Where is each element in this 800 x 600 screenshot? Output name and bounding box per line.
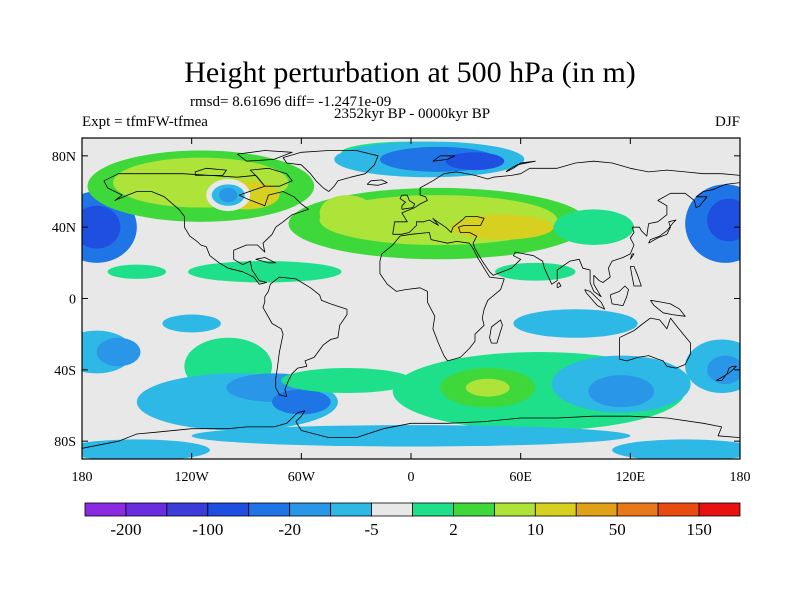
x-tick-label-0: 180 [72,470,93,485]
colorbar-label-8: 150 [686,520,712,539]
colorbar-label-6: 10 [527,520,544,539]
anomaly-region-39 [191,425,631,447]
colorbar-swatch-6 [289,502,332,517]
colorbar-label-5: 2 [449,520,458,539]
colorbar-swatch-1 [84,502,127,517]
coastline-japan [648,219,677,244]
coastline-iceland [366,179,388,186]
anomaly-region-35 [588,375,655,408]
coastline-taiwan [629,253,635,260]
stats-label: rmsd= 8.61696 diff= -1.2471e-09 [190,94,391,110]
coastlines [82,150,740,449]
anomaly-region-30 [281,368,413,394]
x-tick-label-3: 0 [408,470,415,485]
colorbar-label-1: -200 [110,520,141,539]
colorbar-swatch-9 [412,502,454,517]
coastline-cuba [255,257,277,264]
coastline-greenland [282,150,379,192]
colorbar-swatch-5 [248,502,291,517]
coastline-new-guinea [650,299,686,317]
colorbar-label-3: -20 [278,520,301,539]
x-tick-label-4: 60E [509,470,532,485]
experiment-label: Expt = tfmFW-tfmea [82,114,208,130]
anomaly-region-22 [495,262,576,281]
x-tick-label-2: 60W [288,470,316,485]
x-tick-label-5: 120E [616,470,646,485]
anomaly-region-25 [96,337,141,367]
colorbar-swatch-3 [166,502,209,517]
coastline-africa [379,232,505,362]
anomaly-region-4 [707,198,740,242]
colorbar-swatch-8 [371,502,413,517]
coastline-north-america [103,173,309,285]
anomaly-field [82,141,740,459]
y-tick-label-2: 0 [69,293,76,308]
map-axes: 180 120W 60W 0 60E 120E 180 80N 40N 0 40S 80S [52,138,751,485]
colorbar: -200 -100 -20 -5 2 10 50 150 [84,502,741,539]
anomaly-region-2 [82,205,121,249]
map-panel: 180 120W 60W 0 60E 120E 180 80N 40N 0 40S 80S [52,137,751,485]
y-tick-label-3: 40S [54,364,76,379]
anomaly-region-14 [219,187,238,203]
y-tick-label-4: 80S [54,435,76,450]
colorbar-label-7: 50 [609,520,626,539]
colorbar-swatch-4 [207,502,250,517]
anomaly-region-23 [162,314,221,333]
coastline-svalbard [432,155,456,162]
coastline-australia [619,317,691,369]
coastline-victoria-island [194,167,227,176]
chart-title: Height perturbation at 500 hPa (in m) [184,56,636,89]
coastline-great-britain [399,194,416,210]
coastline-philippines [629,266,642,287]
coastline-ellesmere-island [237,150,293,162]
anomaly-region-33 [465,378,510,397]
y-tick-label-0: 80N [52,150,76,165]
season-label: DJF [715,114,740,130]
colorbar-label-2: -100 [192,520,223,539]
coastline-sri-lanka [556,282,562,289]
coastline-madagascar [489,319,503,344]
coastline-borneo [609,285,629,306]
colorbar-swatch-2 [125,502,168,517]
colorbar-swatch-7 [330,502,372,517]
coastline-new-zealand [716,365,737,381]
anomaly-region-17 [451,214,554,240]
x-tick-label-1: 120W [175,470,210,485]
colorbar-swatch-14 [616,502,659,517]
anomaly-region-19 [553,209,634,246]
coastline-south-america [262,276,348,397]
colorbar-swatch-15 [657,502,700,517]
colorbar-swatch-13 [575,502,618,517]
coastline-baffin-island [249,167,293,187]
x-tick-label-6: 180 [730,470,751,485]
anomaly-region-29 [272,389,331,415]
y-tick-label-1: 40N [52,221,76,236]
period-label: 2352kyr BP - 0000kyr BP [334,106,490,122]
coastline-eurasia [392,160,740,298]
colorbar-swatch-11 [493,502,536,517]
anomaly-region-21 [188,261,342,283]
anomaly-region-36 [513,309,638,338]
anomaly-region-40 [82,439,210,459]
anomaly-region-8 [445,152,505,171]
coastline-sumatra [584,289,606,310]
colorbar-label-4: -5 [364,520,378,539]
coastline-novaya-zemlya [505,160,536,173]
anomaly-region-38 [707,355,740,385]
colorbar-swatch-16 [698,502,741,517]
colorbar-swatch-12 [534,502,577,517]
coastline-antarctica [82,410,740,449]
anomaly-region-20 [107,264,167,279]
anomaly-region-18 [319,195,375,231]
colorbar-swatch-10 [453,502,495,517]
anomaly-region-41 [612,439,740,459]
